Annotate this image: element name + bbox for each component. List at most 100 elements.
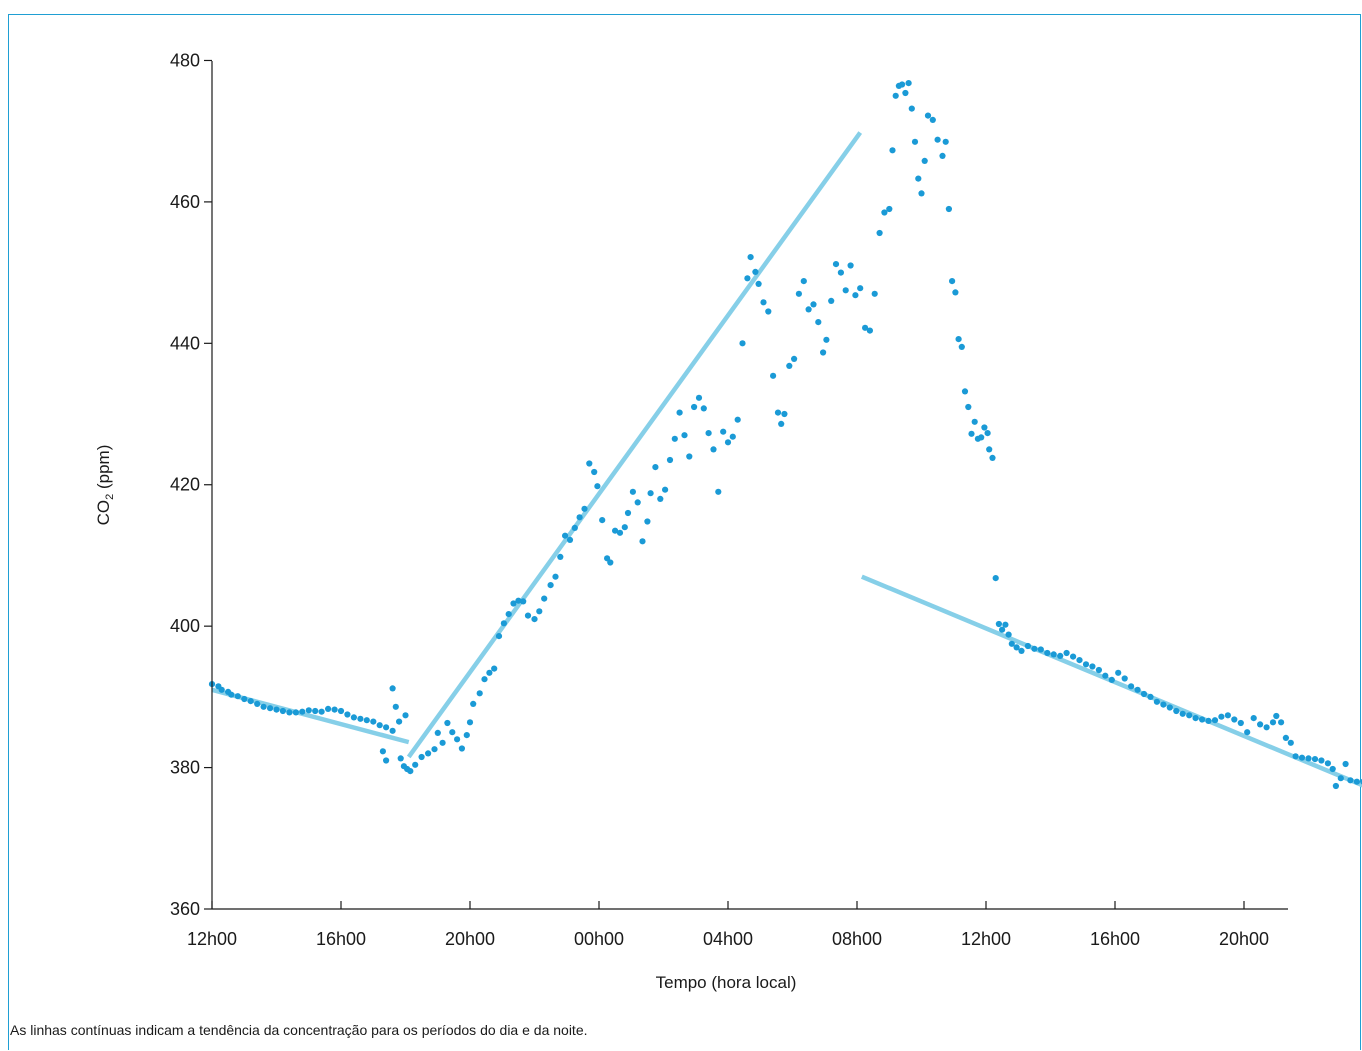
- data-point: [1173, 707, 1180, 715]
- data-point: [407, 768, 414, 775]
- data-point: [434, 729, 441, 737]
- data-point: [586, 460, 593, 467]
- data-point: [299, 708, 306, 715]
- data-point: [594, 483, 601, 490]
- y-tick-label: 420: [170, 475, 200, 495]
- data-point: [536, 608, 543, 615]
- data-point: [470, 700, 477, 708]
- data-point: [1024, 642, 1031, 650]
- x-tick-label: 08h00: [832, 929, 882, 949]
- y-tick-label: 360: [170, 899, 200, 919]
- y-tick-label: 380: [170, 758, 200, 778]
- data-point: [1153, 698, 1160, 705]
- data-point: [624, 509, 632, 517]
- data-point: [899, 81, 906, 88]
- data-point: [228, 691, 235, 698]
- data-point: [734, 416, 741, 423]
- data-point: [463, 732, 470, 739]
- data-point: [379, 748, 386, 755]
- trendline-2: [406, 131, 863, 759]
- data-point: [671, 435, 678, 442]
- data-point: [837, 269, 845, 276]
- data-point: [562, 532, 569, 539]
- data-point: [412, 761, 419, 768]
- data-point: [331, 706, 338, 713]
- data-point: [781, 410, 788, 418]
- data-point: [1311, 756, 1319, 763]
- data-point: [273, 706, 280, 713]
- data-point: [978, 434, 985, 441]
- data-point: [397, 755, 404, 762]
- data-point: [778, 420, 785, 427]
- y-ticks: 360 380 400 420 440 460 480: [170, 50, 212, 919]
- data-point: [254, 700, 261, 708]
- data-point: [344, 711, 351, 718]
- data-point: [681, 432, 688, 439]
- data-point: [1287, 739, 1294, 746]
- data-point: [902, 89, 909, 97]
- data-point: [547, 582, 554, 589]
- data-point: [552, 573, 559, 580]
- data-point: [871, 290, 878, 297]
- data-point: [945, 205, 953, 213]
- data-point: [820, 349, 827, 356]
- data-point: [1231, 716, 1238, 723]
- data-point: [318, 708, 325, 715]
- data-point: [760, 299, 767, 306]
- data-point: [444, 719, 451, 727]
- data-point: [241, 695, 248, 703]
- data-point: [942, 138, 949, 145]
- data-point: [1044, 649, 1051, 657]
- data-point: [466, 719, 474, 726]
- data-point: [823, 336, 830, 343]
- data-point: [1095, 666, 1102, 674]
- data-point: [1337, 775, 1344, 782]
- data-point: [691, 403, 698, 411]
- data-point: [791, 355, 798, 362]
- data-point: [915, 175, 922, 182]
- data-point: [886, 205, 893, 213]
- data-point: [591, 468, 598, 476]
- data-point: [908, 105, 915, 112]
- data-point: [1166, 704, 1173, 711]
- data-point: [1282, 734, 1289, 742]
- data-point: [439, 739, 446, 746]
- y-axis-title-subscript: 2: [104, 494, 116, 500]
- data-point: [1237, 719, 1244, 727]
- data-point: [1140, 690, 1148, 698]
- data-point: [458, 745, 465, 752]
- data-point: [267, 705, 274, 712]
- data-point: [710, 446, 717, 453]
- data-point: [647, 490, 654, 497]
- data-point: [739, 340, 746, 347]
- data-point: [724, 439, 732, 446]
- data-point: [476, 690, 483, 697]
- data-point: [934, 136, 941, 143]
- data-point: [995, 620, 1003, 628]
- data-point: [1186, 712, 1193, 719]
- data-point: [1199, 716, 1206, 723]
- x-tick-label: 16h00: [1090, 929, 1140, 949]
- data-point: [652, 464, 659, 471]
- data-point: [1115, 669, 1122, 676]
- data-point: [1050, 651, 1057, 658]
- data-point: [389, 727, 396, 734]
- data-point: [1076, 657, 1083, 664]
- data-point: [715, 488, 722, 495]
- data-point: [376, 722, 383, 729]
- data-point: [218, 686, 225, 693]
- data-point: [1013, 644, 1020, 651]
- data-point: [992, 575, 999, 582]
- data-point: [1218, 713, 1225, 720]
- data-point: [481, 676, 488, 683]
- data-point: [795, 290, 803, 297]
- data-point: [1179, 710, 1186, 717]
- data-point: [1278, 719, 1285, 726]
- data-point: [1318, 757, 1325, 764]
- data-point: [383, 724, 390, 731]
- data-point: [1244, 729, 1251, 736]
- data-point: [1063, 649, 1070, 657]
- data-point: [1347, 777, 1354, 784]
- data-point: [981, 424, 988, 431]
